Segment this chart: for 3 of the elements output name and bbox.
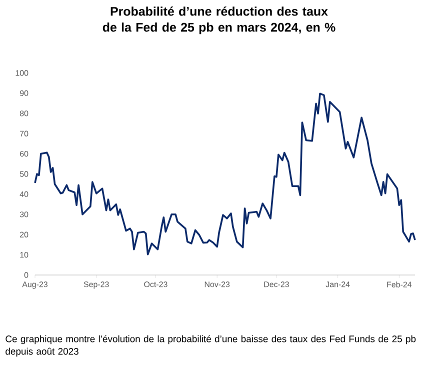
chart-title: Probabilité d’une réduction des taux de la Fed de 25 pb en mars 2024, en % — [102, 6, 336, 34]
line-series — [34, 92, 416, 256]
text: Ce graphique montre l’évolution de la probabilité d’une baisse des taux des Fed Funds de 25 pb depuis août 2023 — [6, 335, 416, 357]
